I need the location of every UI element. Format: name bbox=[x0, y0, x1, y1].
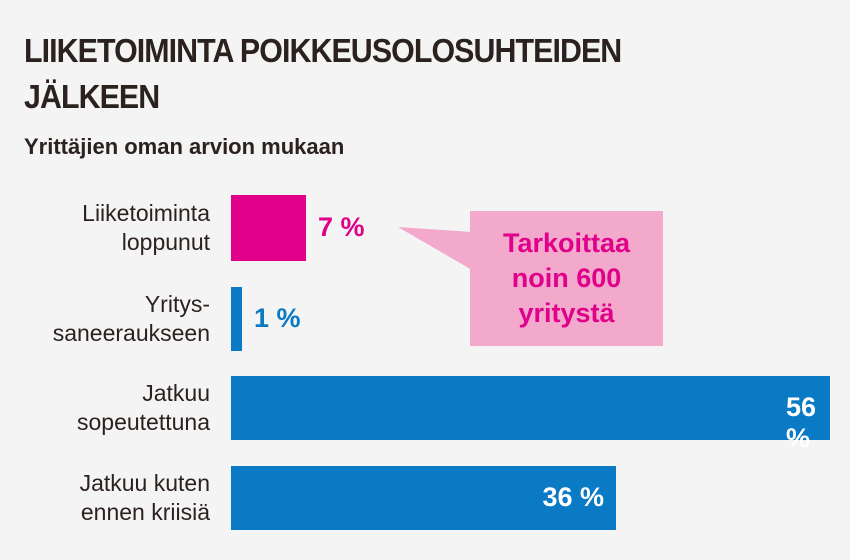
chart-subtitle: Yrittäjien oman arvion mukaan bbox=[24, 134, 345, 159]
bar bbox=[231, 287, 242, 351]
data-label: 56 % bbox=[786, 392, 817, 453]
chart-title: LIIKETOIMINTA POIKKEUSOLOSUHTEIDEN JÄLKE… bbox=[24, 28, 622, 120]
callout-line: Tarkoittaa bbox=[502, 228, 631, 258]
bar bbox=[231, 466, 616, 530]
category-label: Jatkuu kuten ennen kriisiä bbox=[79, 470, 210, 525]
data-label: 1 % bbox=[254, 303, 301, 333]
callout-line: yritystä bbox=[518, 298, 615, 328]
category-label: Liiketoiminta loppunut bbox=[82, 200, 210, 255]
category-label: Yritys-saneeraukseen bbox=[52, 291, 210, 346]
data-label: 7 % bbox=[318, 212, 365, 242]
title-line: JÄLKEEN bbox=[24, 78, 160, 115]
category-label: Jatkuu sopeutettuna bbox=[76, 380, 210, 435]
callout-line: noin 600 bbox=[511, 263, 622, 293]
callout-box: Tarkoittaa noin 600 yritystä bbox=[470, 211, 663, 346]
data-label: 36 % bbox=[542, 482, 604, 512]
title-line: LIIKETOIMINTA POIKKEUSOLOSUHTEIDEN bbox=[24, 32, 622, 69]
bar bbox=[231, 376, 830, 440]
bar bbox=[231, 195, 306, 261]
